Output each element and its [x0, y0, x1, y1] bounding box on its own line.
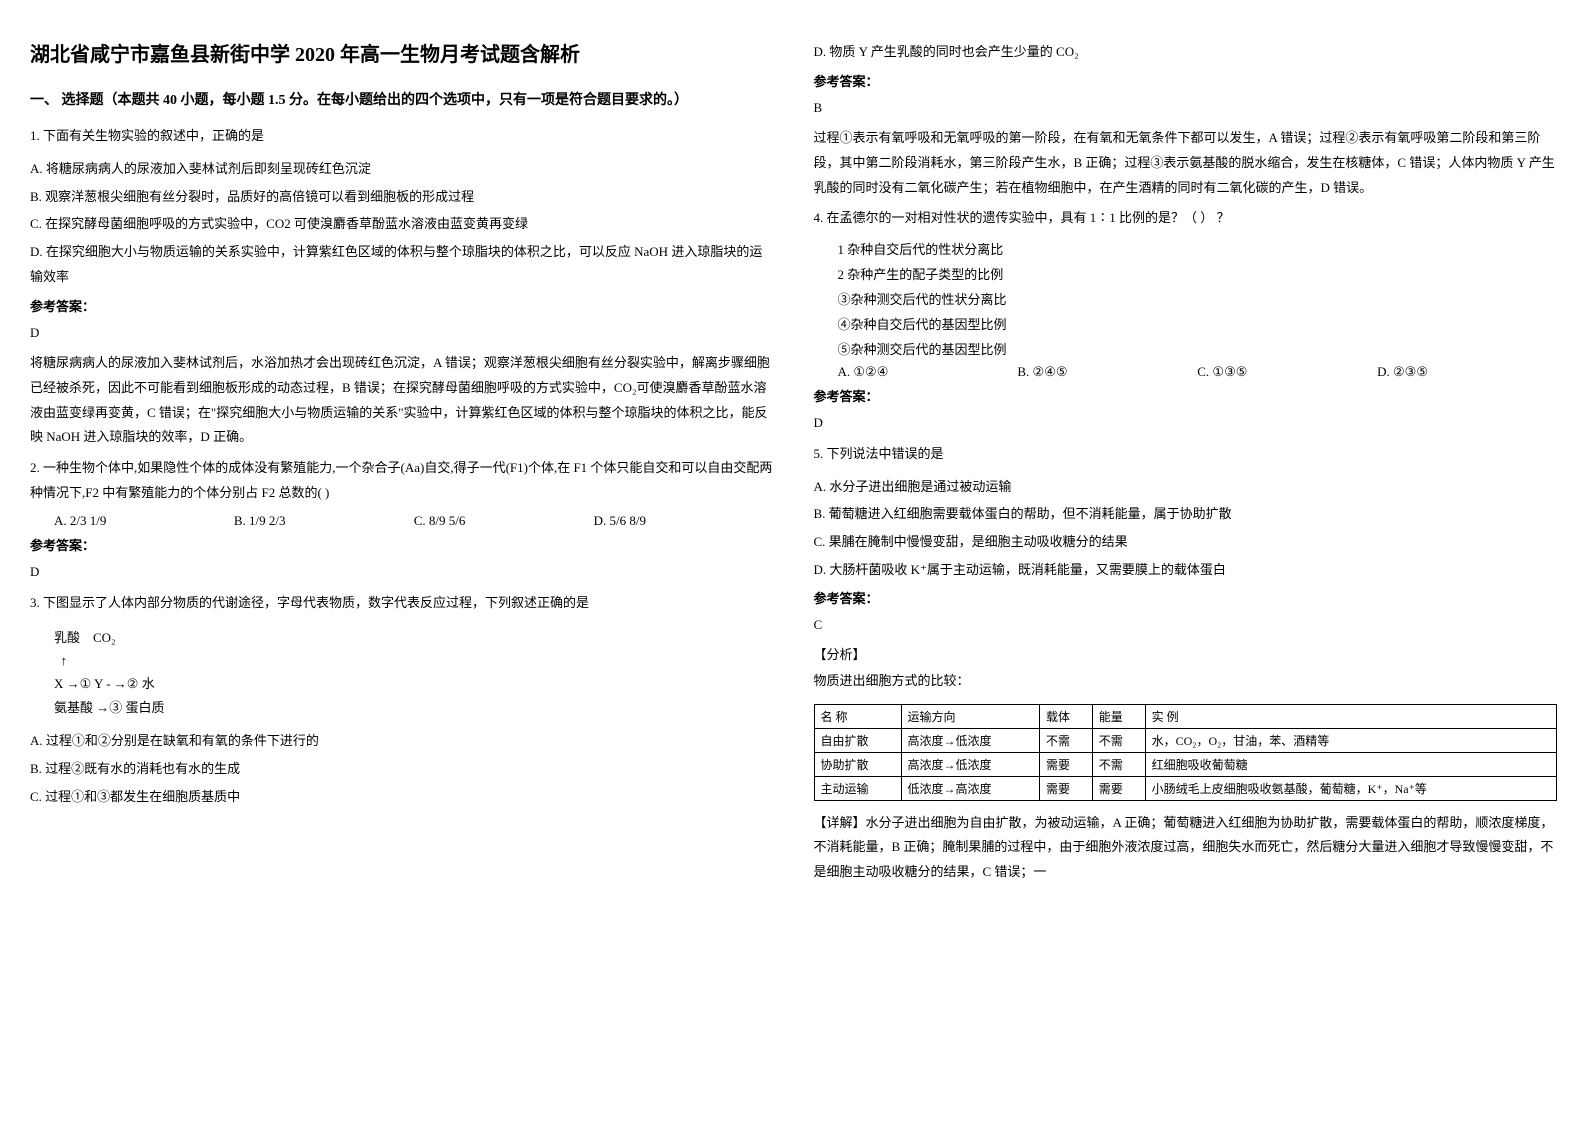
q4-answer-label: 参考答案：: [814, 386, 1558, 405]
q3-opt-b: B. 过程②既有水的消耗也有水的生成: [30, 757, 774, 782]
td: 水，CO₂，O₂，甘油，苯、酒精等: [1145, 728, 1556, 752]
th-2: 载体: [1039, 704, 1092, 728]
q4-answer: D: [814, 411, 1558, 436]
q3-opt-c: C. 过程①和③都发生在细胞质基质中: [30, 785, 774, 810]
th-3: 能量: [1092, 704, 1145, 728]
td: 需要: [1039, 776, 1092, 800]
diagram-line-3: X →① Y - →② 水: [54, 672, 774, 695]
q4-stem: 4. 在孟德尔的一对相对性状的遗传实验中，具有 1∶1 比例的是？（ ） ？: [814, 206, 1558, 231]
q3-stem: 3. 下图显示了人体内部分物质的代谢途径，字母代表物质，数字代表反应过程，下列叙…: [30, 591, 774, 616]
table-row: 协助扩散 高浓度→低浓度 需要 不需 红细胞吸收葡萄糖: [814, 752, 1557, 776]
q4-options: A. ①②④ B. ②④⑤ C. ①③⑤ D. ②③⑤: [814, 364, 1558, 380]
q1-opt-a: A. 将糖尿病病人的尿液加入斐林试剂后即刻呈现砖红色沉淀: [30, 157, 774, 182]
td: 自由扩散: [814, 728, 901, 752]
q3-opt-d: D. 物质 Y 产生乳酸的同时也会产生少量的 CO₂: [814, 40, 1558, 65]
td: 协助扩散: [814, 752, 901, 776]
th-1: 运输方向: [901, 704, 1039, 728]
q5-opt-c: C. 果脯在腌制中慢慢变甜，是细胞主动吸收糖分的结果: [814, 530, 1558, 555]
q5-detail-label: 【详解】: [814, 815, 866, 830]
q2-opt-b: B. 1/9 2/3: [234, 513, 414, 529]
table-header-row: 名 称 运输方向 载体 能量 实 例: [814, 704, 1557, 728]
q5-opt-b: B. 葡萄糖进入红细胞需要载体蛋白的帮助，但不消耗能量，属于协助扩散: [814, 502, 1558, 527]
q5-opt-a: A. 水分子进出细胞是通过被动运输: [814, 475, 1558, 500]
q5-table: 名 称 运输方向 载体 能量 实 例 自由扩散 高浓度→低浓度 不需 不需 水，…: [814, 704, 1558, 801]
q1-opt-d: D. 在探究细胞大小与物质运输的关系实验中，计算紫红色区域的体积与整个琼脂块的体…: [30, 240, 774, 289]
q5-opt-d: D. 大肠杆菌吸收 K⁺属于主动运输，既消耗能量，又需要膜上的载体蛋白: [814, 558, 1558, 583]
table-row: 自由扩散 高浓度→低浓度 不需 不需 水，CO₂，O₂，甘油，苯、酒精等: [814, 728, 1557, 752]
q5-answer: C: [814, 613, 1558, 638]
section-header: 一、 选择题（本题共 40 小题，每小题 1.5 分。在每小题给出的四个选项中，…: [30, 90, 774, 112]
q5-answer-label: 参考答案：: [814, 588, 1558, 607]
q1-opt-c: C. 在探究酵母菌细胞呼吸的方式实验中，CO2 可使溴麝香草酚蓝水溶液由蓝变黄再…: [30, 212, 774, 237]
q2-options: A. 2/3 1/9 B. 1/9 2/3 C. 8/9 5/6 D. 5/6 …: [30, 513, 774, 529]
q4-sub-4: ④杂种自交后代的基因型比例: [814, 314, 1558, 333]
q3-opt-a: A. 过程①和②分别是在缺氧和有氧的条件下进行的: [30, 729, 774, 754]
q2-opt-d: D. 5/6 8/9: [594, 513, 774, 529]
page-title: 湖北省咸宁市嘉鱼县新街中学 2020 年高一生物月考试题含解析: [30, 40, 774, 70]
th-0: 名 称: [814, 704, 901, 728]
diagram-line-2: ↑: [54, 649, 774, 672]
q5-stem: 5. 下列说法中错误的是: [814, 442, 1558, 467]
q4-sub-3: ③杂种测交后代的性状分离比: [814, 289, 1558, 308]
td: 需要: [1039, 752, 1092, 776]
q4-opt-c: C. ①③⑤: [1197, 364, 1377, 380]
table-row: 主动运输 低浓度→高浓度 需要 需要 小肠绒毛上皮细胞吸收氨基酸，葡萄糖，K⁺，…: [814, 776, 1557, 800]
q2-stem: 2. 一种生物个体中,如果隐性个体的成体没有繁殖能力,一个杂合子(Aa)自交,得…: [30, 456, 774, 505]
td: 高浓度→低浓度: [901, 752, 1039, 776]
q3-answer-label: 参考答案：: [814, 71, 1558, 90]
td: 主动运输: [814, 776, 901, 800]
td: 高浓度→低浓度: [901, 728, 1039, 752]
q2-answer: D: [30, 560, 774, 585]
q4-sub-5: ⑤杂种测交后代的基因型比例: [814, 339, 1558, 358]
th-4: 实 例: [1145, 704, 1556, 728]
diagram-line-1: 乳酸 CO₂: [54, 626, 774, 649]
td: 不需: [1039, 728, 1092, 752]
right-column: D. 物质 Y 产生乳酸的同时也会产生少量的 CO₂ 参考答案： B 过程①表示…: [814, 40, 1558, 891]
td: 红细胞吸收葡萄糖: [1145, 752, 1556, 776]
q4-sub-1: 1 杂种自交后代的性状分离比: [814, 239, 1558, 258]
q2-answer-label: 参考答案：: [30, 535, 774, 554]
q1-answer-label: 参考答案：: [30, 296, 774, 315]
q2-opt-a: A. 2/3 1/9: [54, 513, 234, 529]
diagram-line-5: 氨基酸 →③ 蛋白质: [54, 696, 774, 719]
td: 需要: [1092, 776, 1145, 800]
q1-opt-b: B. 观察洋葱根尖细胞有丝分裂时，品质好的高倍镜可以看到细胞板的形成过程: [30, 185, 774, 210]
q3-diagram: 乳酸 CO₂ ↑ X →① Y - →② 水 氨基酸 →③ 蛋白质: [54, 626, 774, 720]
q4-sub-2: 2 杂种产生的配子类型的比例: [814, 264, 1558, 283]
q5-detail: 【详解】水分子进出细胞为自由扩散，为被动运输，A 正确；葡萄糖进入红细胞为协助扩…: [814, 811, 1558, 885]
q1-answer: D: [30, 321, 774, 346]
q1-explanation: 将糖尿病病人的尿液加入斐林试剂后，水浴加热才会出现砖红色沉淀，A 错误；观察洋葱…: [30, 351, 774, 450]
q4-opt-b: B. ②④⑤: [1017, 364, 1197, 380]
td: 低浓度→高浓度: [901, 776, 1039, 800]
td: 小肠绒毛上皮细胞吸收氨基酸，葡萄糖，K⁺，Na⁺等: [1145, 776, 1556, 800]
q2-opt-c: C. 8/9 5/6: [414, 513, 594, 529]
q1-stem: 1. 下面有关生物实验的叙述中，正确的是: [30, 124, 774, 149]
q4-opt-d: D. ②③⑤: [1377, 364, 1557, 380]
td: 不需: [1092, 728, 1145, 752]
q3-answer: B: [814, 96, 1558, 121]
td: 不需: [1092, 752, 1145, 776]
left-column: 湖北省咸宁市嘉鱼县新街中学 2020 年高一生物月考试题含解析 一、 选择题（本…: [30, 40, 774, 891]
q3-explanation: 过程①表示有氧呼吸和无氧呼吸的第一阶段，在有氧和无氧条件下都可以发生，A 错误；…: [814, 126, 1558, 200]
q5-analysis: 物质进出细胞方式的比较：: [814, 669, 1558, 694]
q5-detail-text: 水分子进出细胞为自由扩散，为被动运输，A 正确；葡萄糖进入红细胞为协助扩散，需要…: [814, 815, 1554, 879]
q4-opt-a: A. ①②④: [838, 364, 1018, 380]
q5-analysis-label: 【分析】: [814, 644, 1558, 663]
